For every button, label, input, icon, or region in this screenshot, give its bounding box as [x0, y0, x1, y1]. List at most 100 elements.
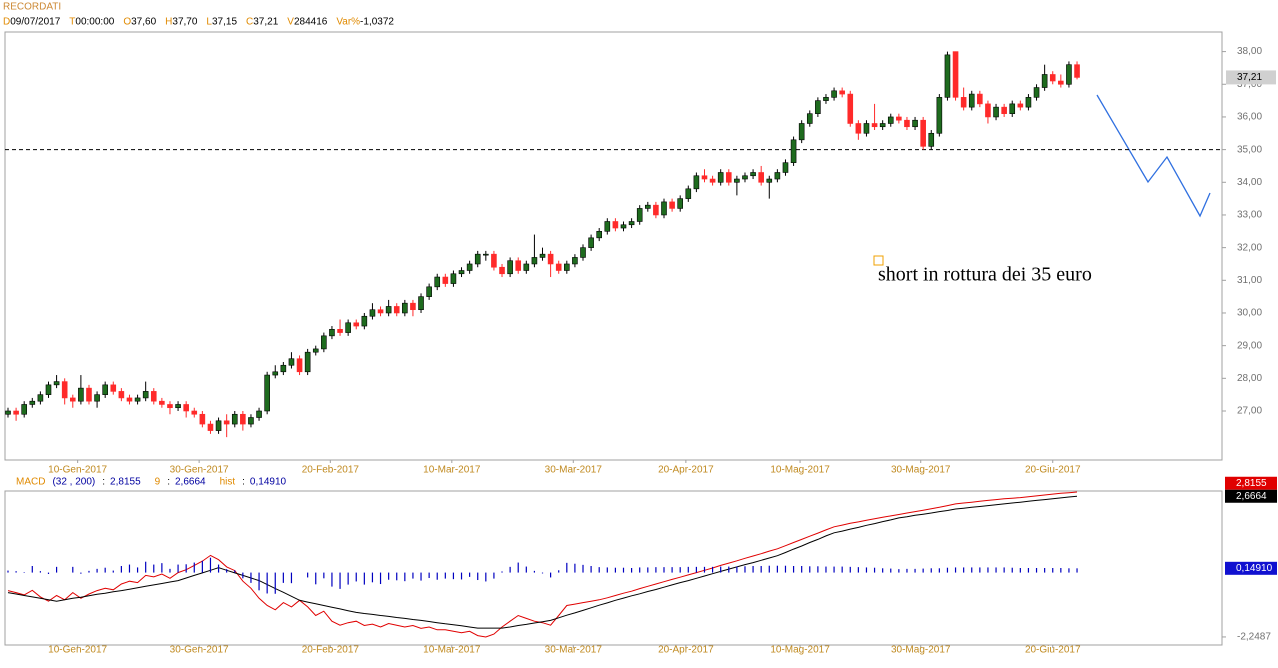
candle-body — [1017, 103, 1024, 108]
candle-body — [353, 322, 360, 327]
candle-body — [596, 230, 603, 239]
candle-body — [337, 329, 343, 333]
macd-line — [7, 495, 1078, 629]
candle-body — [69, 397, 76, 402]
candle-body — [677, 198, 683, 209]
candle-body — [896, 116, 902, 121]
candle-body — [240, 413, 246, 425]
candle-body — [426, 286, 432, 297]
macd-header: MACD — [16, 477, 45, 488]
candle-body — [1074, 64, 1080, 78]
candle-body — [1066, 64, 1072, 85]
x-tick-label: 30-Mag-2017 — [891, 465, 951, 476]
candle-body — [806, 113, 813, 124]
x-tick-label: 30-Gen-2017 — [170, 645, 229, 656]
x-tick-label: 20-Feb-2017 — [302, 465, 360, 476]
candle-body — [256, 410, 262, 418]
x-tick-label: 10-Gen-2017 — [48, 645, 107, 656]
x-tick-label: 20-Apr-2017 — [658, 645, 714, 656]
candle-body — [928, 132, 935, 147]
candle-body — [815, 100, 821, 114]
macd-header: : — [242, 477, 245, 488]
candle-body — [248, 417, 254, 425]
y-tick-label: 35,00 — [1237, 144, 1262, 155]
candle-body — [304, 351, 311, 373]
candle-body — [831, 90, 837, 98]
candle-body — [94, 394, 100, 402]
candle-body — [345, 322, 351, 333]
candle-body — [620, 224, 627, 229]
candle-body — [402, 302, 408, 314]
macd-header: 2,8155 — [110, 477, 141, 488]
x-tick-label: 10-Gen-2017 — [48, 465, 107, 476]
candle-body — [604, 221, 611, 232]
x-tick-label: 20-Giu-2017 — [1025, 465, 1081, 476]
info-key: Var% — [336, 17, 360, 28]
candle-body — [977, 93, 983, 105]
candle-body — [960, 97, 967, 108]
candle-body — [102, 384, 108, 395]
candle-body — [985, 103, 991, 118]
macd-header: 9 — [155, 477, 161, 488]
x-tick-label: 10-Mar-2017 — [423, 645, 481, 656]
chart-title: RECORDATI — [3, 2, 61, 13]
candle-body — [296, 358, 303, 373]
info-value: -1,0372 — [360, 17, 394, 28]
y-tick-label: 28,00 — [1237, 373, 1262, 384]
value-box-label: 2,6664 — [1236, 491, 1267, 502]
candle-body — [361, 315, 368, 327]
candle-body — [199, 413, 206, 425]
x-tick-label: 10-Mar-2017 — [423, 465, 481, 476]
y-tick-label: 34,00 — [1237, 177, 1262, 188]
candle-body — [29, 400, 36, 405]
candle-body — [13, 410, 19, 415]
candle-body — [483, 253, 489, 256]
y-tick-label: 27,00 — [1237, 406, 1262, 417]
candle-body — [321, 335, 327, 350]
candle-body — [1025, 97, 1032, 108]
info-key: T — [69, 17, 75, 28]
y-tick-label: 29,00 — [1237, 340, 1262, 351]
y-tick-label: 33,00 — [1237, 210, 1262, 221]
candle-body — [920, 119, 926, 147]
candle-body — [442, 276, 449, 284]
candle-body — [507, 260, 513, 275]
candle-body — [474, 253, 481, 265]
candle-body — [150, 391, 157, 402]
candle-body — [798, 123, 805, 141]
candle-body — [734, 178, 740, 183]
macd-header: (32 , 200) — [52, 477, 95, 488]
candle-body — [750, 172, 756, 177]
candle-body — [742, 175, 748, 180]
candle-body — [1033, 87, 1040, 98]
candle-body — [774, 172, 781, 180]
candle-body — [1041, 74, 1048, 88]
candle-body — [766, 178, 773, 183]
candle-body — [685, 188, 692, 199]
info-key: D — [3, 17, 10, 28]
candle-body — [572, 257, 578, 265]
candle-body — [1001, 106, 1007, 114]
candle-body — [434, 276, 441, 288]
candle-body — [223, 420, 230, 425]
candle-body — [369, 309, 376, 317]
y-tick-label: 37,00 — [1237, 79, 1262, 90]
candle-body — [539, 253, 546, 258]
candle-body — [847, 93, 854, 124]
candle-body — [790, 139, 797, 163]
info-value: 37,15 — [212, 17, 237, 28]
candle-body — [555, 263, 562, 271]
info-value: 09/07/2017 — [10, 17, 60, 28]
candle-body — [636, 208, 643, 222]
candle-body — [231, 413, 238, 425]
candle-body — [167, 404, 173, 409]
candle-body — [693, 175, 700, 190]
macd-header: hist — [220, 477, 236, 488]
candle-body — [863, 123, 870, 134]
candle-body — [612, 221, 619, 229]
value-box-label: 0,14910 — [1236, 563, 1273, 574]
candle-body — [871, 123, 878, 128]
candle-body — [904, 119, 910, 128]
y-tick-label: 38,00 — [1237, 46, 1262, 57]
